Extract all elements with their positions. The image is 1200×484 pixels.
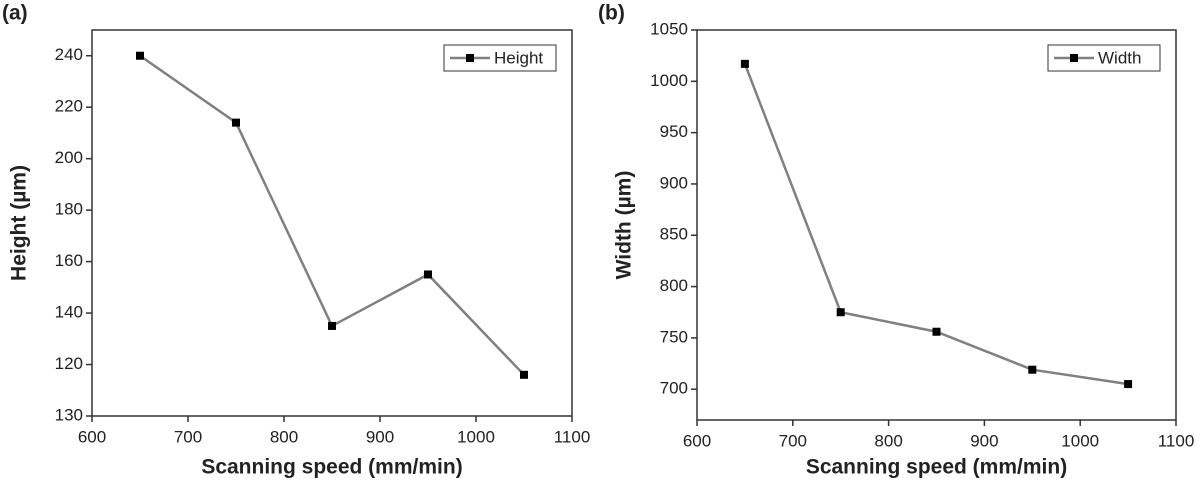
data-marker	[424, 270, 432, 279]
data-marker	[136, 51, 144, 60]
legend-label: Width	[1098, 48, 1141, 67]
y-tick-label: 240	[55, 45, 83, 64]
panel-label: (b)	[598, 2, 625, 25]
data-marker	[232, 118, 240, 127]
x-tick-label: 700	[779, 431, 807, 450]
y-tick-label: 1050	[650, 19, 688, 38]
y-tick-label: 160	[55, 251, 83, 270]
y-tick-label: 180	[55, 200, 83, 219]
x-tick-label: 1000	[1061, 431, 1099, 450]
data-marker	[328, 321, 336, 330]
plot-frame	[696, 29, 1177, 421]
y-tick-label: 750	[660, 327, 688, 346]
x-tick-label: 600	[683, 431, 711, 450]
y-tick-label: 850	[660, 225, 688, 244]
y-tick-label: 220	[55, 97, 83, 116]
y-tick-label: 200	[55, 148, 83, 167]
y-tick-label: 700	[660, 379, 688, 398]
x-tick-label: 800	[874, 431, 902, 450]
data-marker	[520, 370, 528, 379]
y-tick-label: 1000	[650, 71, 688, 90]
data-line	[743, 63, 1129, 386]
data-marker	[1028, 365, 1037, 374]
x-tick-label: 800	[270, 427, 298, 446]
x-tick-label: 600	[78, 427, 106, 446]
y-tick-label: 800	[660, 276, 688, 295]
data-marker	[1124, 380, 1133, 389]
data-marker	[836, 308, 845, 317]
legend-label: Height	[494, 48, 543, 67]
y-tick-label: 140	[55, 303, 83, 322]
plot-frame	[91, 29, 573, 417]
x-axis-label: Scanning speed (mm/min)	[201, 456, 462, 479]
y-tick-label: 900	[660, 173, 688, 192]
legend-marker	[466, 54, 474, 62]
data-marker	[740, 59, 749, 68]
x-tick-label: 900	[366, 427, 394, 446]
data-marker	[932, 327, 941, 336]
y-tick-label: 130	[55, 405, 83, 424]
y-axis-label: Width (µm)	[613, 171, 636, 280]
panel-label: (a)	[2, 2, 28, 25]
legend-marker	[1070, 54, 1078, 62]
x-tick-label: 700	[174, 427, 202, 446]
x-tick-label: 1000	[457, 427, 495, 446]
x-tick-label: 900	[970, 431, 998, 450]
x-tick-label: 1100	[554, 427, 591, 446]
x-axis-label: Scanning speed (mm/min)	[806, 456, 1067, 479]
y-tick-label: 120	[55, 354, 83, 373]
y-axis-label: Height (µm)	[8, 165, 31, 281]
x-tick-label: 1100	[1158, 431, 1195, 450]
y-tick-label: 950	[660, 122, 688, 141]
